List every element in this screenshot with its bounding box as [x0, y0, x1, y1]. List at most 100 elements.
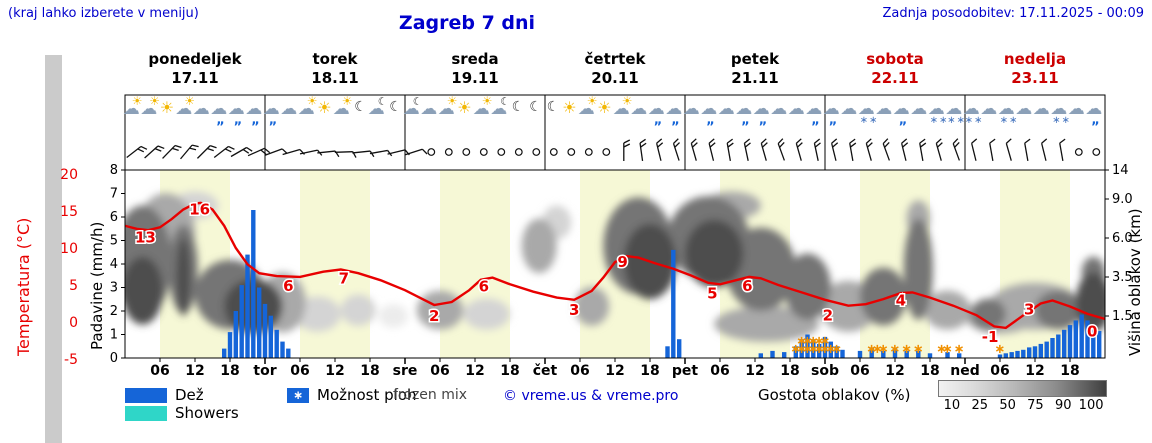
sun-icon: ☀: [562, 98, 577, 117]
precip-bar: [1038, 343, 1043, 358]
precip-bar: [805, 334, 810, 358]
wind-calm-icon: [1092, 148, 1101, 156]
sun-cloud-icon: ☀ ☁: [122, 94, 143, 119]
temp-axis-title: Temperatura (°C): [14, 217, 33, 356]
cloud-blob: [521, 218, 557, 274]
legend-rain-swatch: [125, 388, 167, 403]
copyright-link[interactable]: © vreme.us & vreme.pro: [503, 388, 679, 404]
moon-cloud-icon: ☾ ☁: [367, 95, 388, 119]
shower-chance-marker: ∗: [796, 342, 807, 357]
shower-chance-marker: ∗: [808, 334, 819, 349]
temp-value-label: 0: [1087, 322, 1097, 340]
wind-barb-icon: [213, 145, 235, 159]
density-tick-label: 90: [1055, 398, 1072, 413]
cloud-blob: [860, 267, 907, 326]
wind-barb-icon: [655, 138, 664, 161]
precip-tick-label: 8: [110, 163, 118, 178]
rain-icon: ☁ „: [210, 99, 228, 128]
precip-bar: [857, 350, 863, 358]
wind-barb-icon: [795, 138, 803, 161]
precip-bar: [1097, 331, 1102, 358]
wind-barb-icon: [623, 139, 631, 161]
shower-chance-marker: ∗: [820, 342, 831, 357]
cloud-icon: ☁: [682, 99, 700, 119]
sun-cloud-icon: ☀ ☁: [577, 94, 598, 119]
precip-bar: [671, 249, 676, 358]
hour-tick-label: 12: [885, 363, 904, 379]
sun-icon: ☀: [597, 98, 612, 117]
sun-icon: ☀: [159, 98, 175, 117]
wind-calm-icon: [514, 148, 523, 156]
cloud-blob: [903, 218, 933, 320]
rain-icon: ☁ „: [647, 99, 665, 128]
wind-barb-icon: [760, 138, 768, 161]
snow-icon: ☁ ∗∗: [997, 99, 1019, 126]
moon-icon: ☾: [511, 99, 525, 115]
temp-value-label: 3: [569, 301, 579, 319]
precip-bar: [945, 352, 950, 358]
precip-bar: [268, 315, 273, 358]
wind-calm-icon: [567, 148, 576, 156]
shower-chance-marker: ∗: [890, 342, 901, 357]
temp-value-label: 6: [479, 278, 489, 296]
sun-cloud-icon: ☀ ☁: [437, 94, 458, 119]
precip-bar: [1085, 320, 1090, 358]
precip-bar: [834, 346, 839, 358]
wind-calm-icon: [444, 148, 453, 156]
wind-barb-icon: [352, 150, 375, 158]
cloud-icon: ☁: [770, 99, 788, 119]
precip-bar: [274, 329, 279, 358]
wind-barb-icon: [639, 138, 647, 162]
day-header-četrtek: četrtek 20.11: [584, 50, 646, 87]
snow-icon: ☁ ∗∗: [962, 99, 984, 126]
precip-bar: [1027, 347, 1032, 358]
cloud-blob: [784, 253, 831, 320]
rain-icon: ☁ „: [822, 99, 840, 128]
sun-cloud-icon: ☀ ☁: [175, 94, 196, 119]
precip-bar: [1079, 314, 1084, 358]
wind-barb-icon: [849, 138, 857, 161]
wind-barb-icon: [777, 138, 785, 161]
sun-cloud-icon: ☀ ☁: [472, 94, 493, 119]
wind-barb-icon: [952, 138, 960, 161]
wind-barb-icon: [743, 138, 751, 161]
snow-icon: ☁ ∗∗: [857, 99, 879, 126]
cloud-blob: [294, 296, 341, 332]
cloud-blob: [1035, 290, 1082, 330]
precip-bar: [1032, 346, 1038, 358]
temp-value-label: 2: [429, 307, 439, 325]
precip-bar: [239, 285, 244, 358]
shower-chance-marker: ∗: [808, 342, 819, 357]
wind-barb-icon: [1040, 138, 1048, 161]
cloud-tick-label: 3.5: [1112, 270, 1133, 285]
rain-icon: ☁ „: [805, 99, 823, 128]
day-header-torek: torek 18.11: [311, 50, 359, 87]
hour-tick-label: 18: [360, 363, 379, 379]
precip-bar: [793, 346, 798, 358]
rain-icon: ☁ „: [892, 99, 910, 128]
precip-bar: [782, 352, 787, 358]
precip-bar: [811, 339, 816, 358]
cloud-blob: [176, 238, 191, 316]
precip-bar: [286, 348, 291, 358]
wind-barb-icon: [970, 138, 978, 161]
shower-chance-marker: ∗: [866, 342, 877, 357]
wind-barb-icon: [144, 145, 165, 159]
cloud-icon: ☁: [717, 99, 735, 119]
cloud-blob: [416, 290, 464, 330]
cloud-icon: ☁: [787, 99, 805, 119]
wind-calm-icon: [427, 148, 436, 156]
day-abbrev-label: tor: [253, 363, 276, 379]
precip-bar: [227, 332, 233, 358]
precip-tick-label: 6: [110, 210, 118, 225]
precip-bar: [251, 210, 256, 358]
hour-tick-label: 06: [710, 363, 729, 379]
rain-icon: ☁ „: [245, 99, 263, 128]
hour-tick-label: 18: [920, 363, 939, 379]
wind-barb-icon: [162, 144, 182, 159]
wind-barb-icon: [690, 138, 698, 161]
hour-tick-label: 06: [290, 363, 309, 379]
wind-barb-icon: [1005, 138, 1012, 161]
temp-tick-label: 15: [60, 204, 78, 220]
